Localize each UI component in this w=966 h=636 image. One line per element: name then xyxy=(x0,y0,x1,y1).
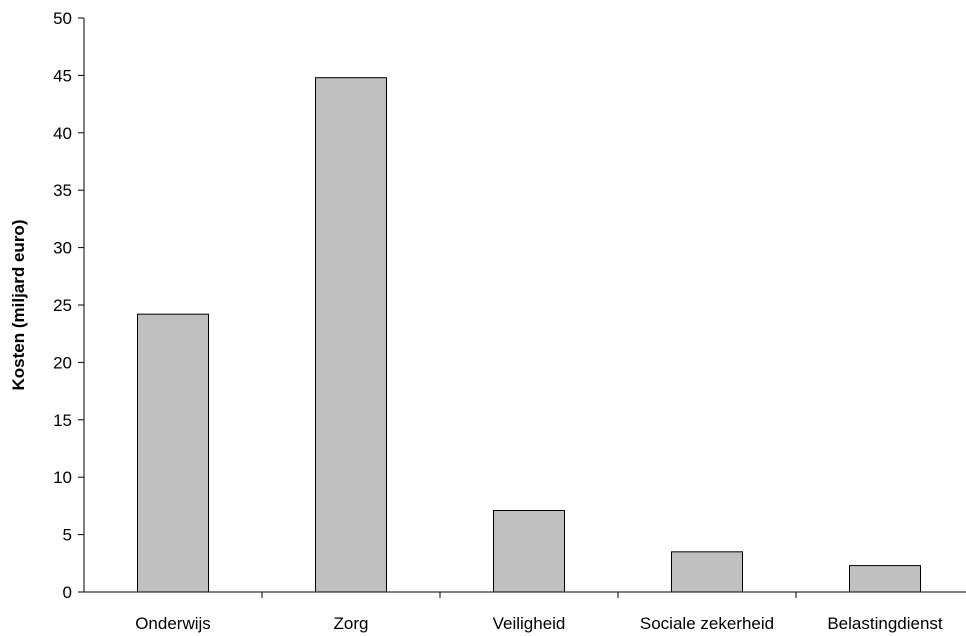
x-tick-label: Belastingdienst xyxy=(827,614,943,633)
y-axis-label: Kosten (miljard euro) xyxy=(9,220,28,391)
y-tick-label: 45 xyxy=(53,66,72,85)
bar-onderwijs xyxy=(137,313,209,593)
x-tick-label: Sociale zekerheid xyxy=(640,614,774,633)
y-tick-label: 40 xyxy=(53,124,72,143)
y-tick-label: 50 xyxy=(53,9,72,28)
y-tick-label: 5 xyxy=(63,526,72,545)
x-tick-label: Zorg xyxy=(334,614,369,633)
y-tick-label: 10 xyxy=(53,468,72,487)
y-tick-label: 30 xyxy=(53,239,72,258)
bar-veiligheid xyxy=(493,509,565,593)
y-tick-label: 20 xyxy=(53,353,72,372)
y-tick-label: 35 xyxy=(53,181,72,200)
y-tick-label: 15 xyxy=(53,411,72,430)
bars-group xyxy=(137,77,921,593)
bar-zorg xyxy=(315,77,387,593)
y-axis: 0 5 10 15 20 25 30 35 40 45 50 xyxy=(53,9,85,602)
x-tick-label: Veiligheid xyxy=(493,614,566,633)
bar-sociale-zekerheid xyxy=(671,551,743,593)
bar-belastingdienst xyxy=(849,565,921,593)
y-tick-label: 25 xyxy=(53,296,72,315)
y-tick-label: 0 xyxy=(63,583,72,602)
x-tick-label: Onderwijs xyxy=(135,614,211,633)
x-axis: Onderwijs Zorg Veiligheid Sociale zekerheid… xyxy=(84,591,966,633)
